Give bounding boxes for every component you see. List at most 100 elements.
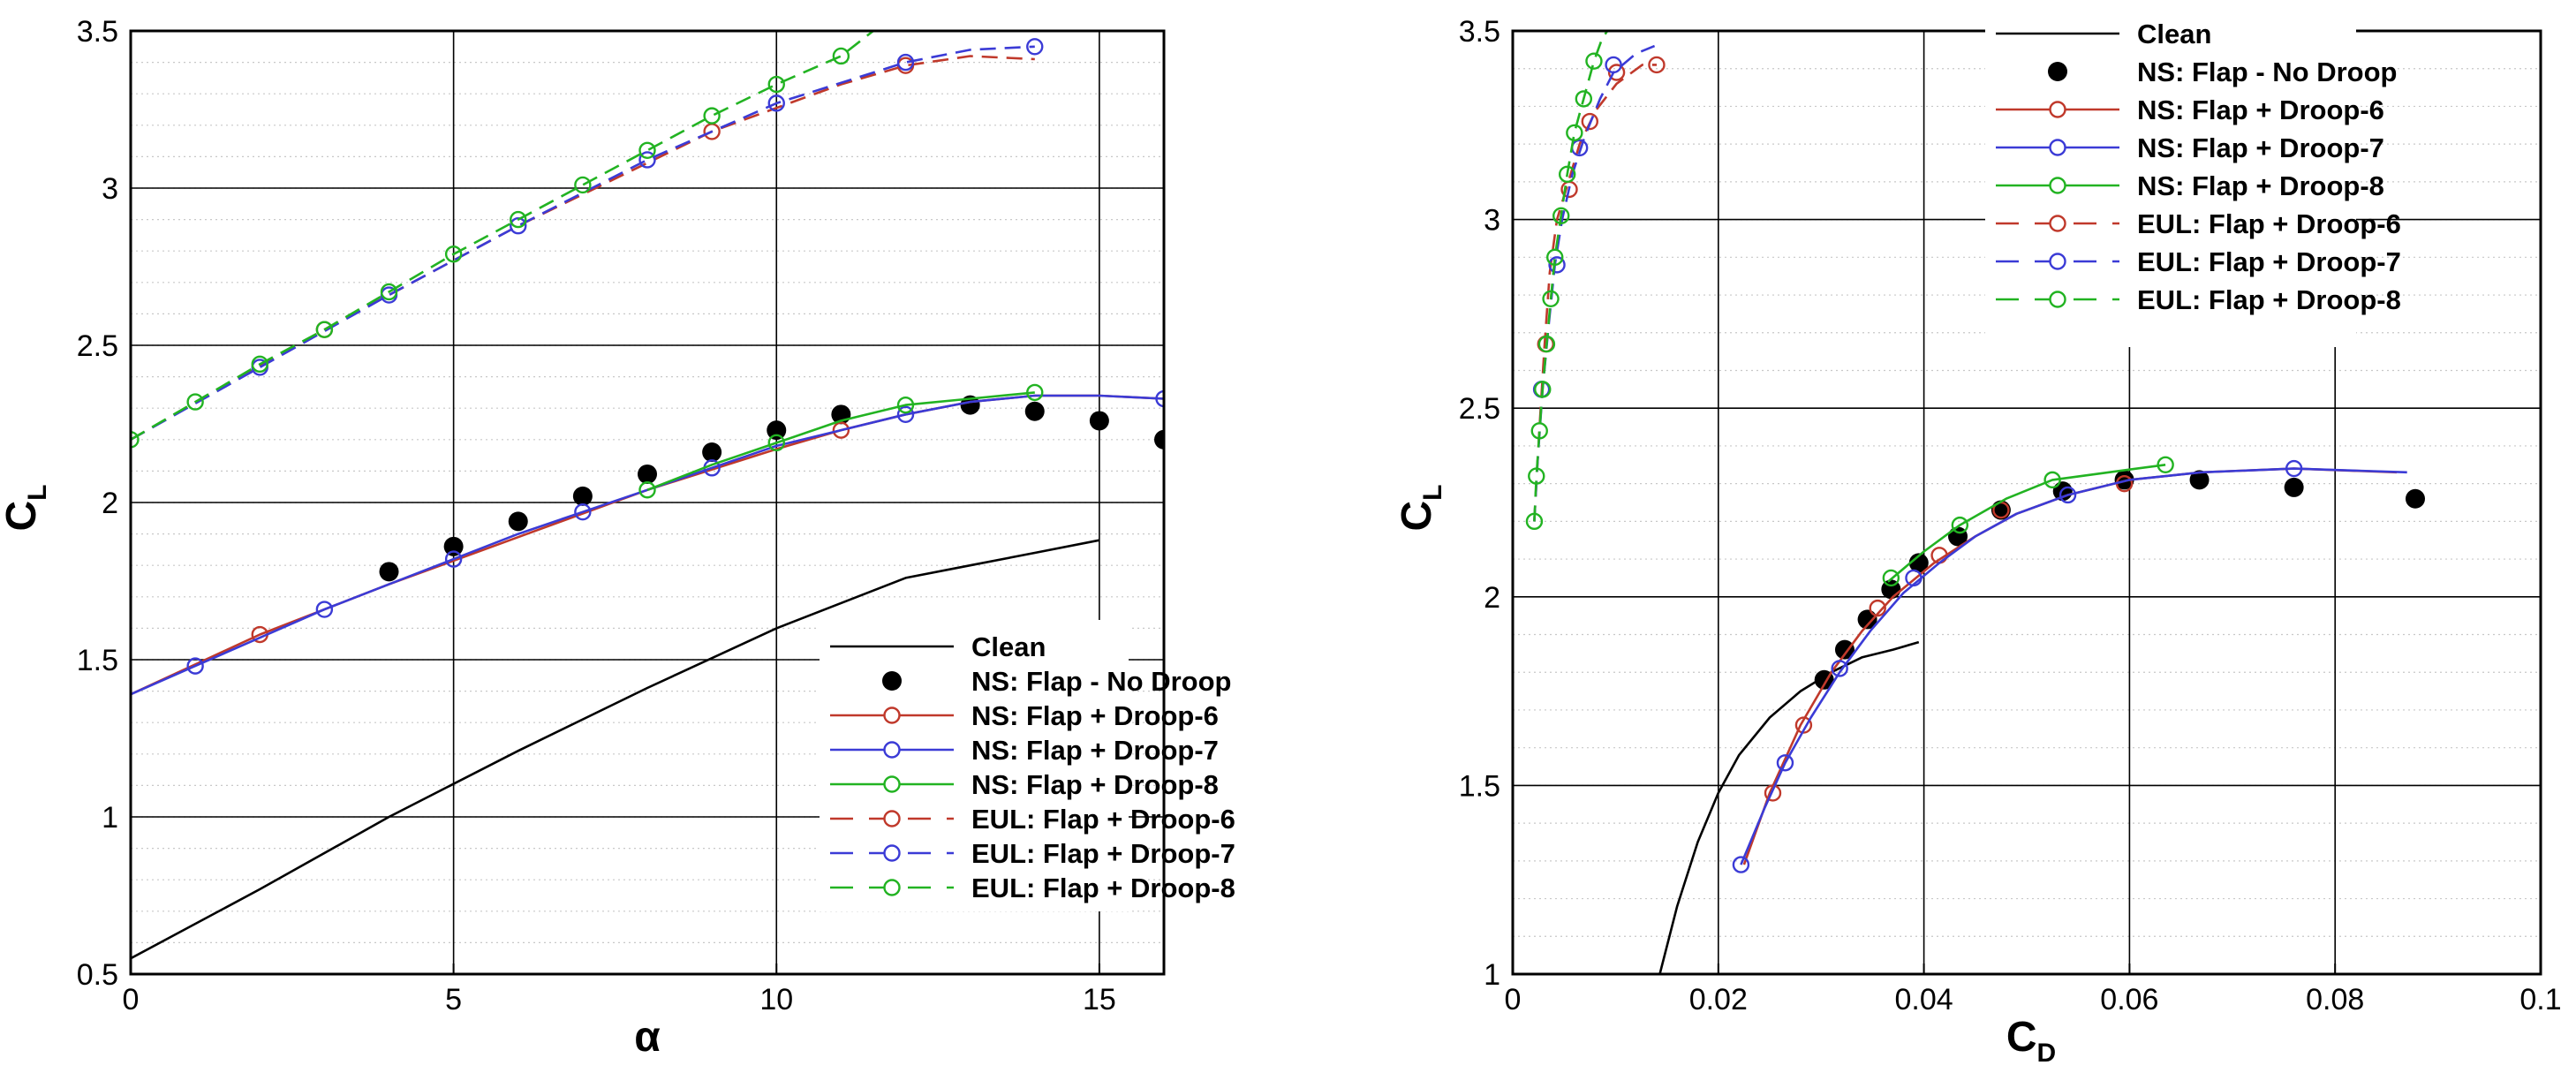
series-clean xyxy=(1658,640,1920,974)
data-point xyxy=(2157,456,2174,473)
x-tick-label: 0.06 xyxy=(2100,983,2158,1016)
y-axis-label-sub: L xyxy=(23,485,52,501)
x-axis-label: α xyxy=(634,1014,661,1061)
y-axis-label: CL xyxy=(0,485,52,532)
y-tick-label: 1 xyxy=(1484,958,1500,992)
data-point xyxy=(1905,569,1923,587)
data-point xyxy=(1026,383,1044,402)
y-tick-label: 1 xyxy=(102,801,118,835)
series-eul-flap-droop-8 xyxy=(131,29,874,449)
data-point xyxy=(2189,470,2210,490)
legend-label: EUL: Flap + Droop-8 xyxy=(2137,284,2401,315)
series-line xyxy=(1533,44,1656,522)
data-point xyxy=(1834,639,1855,660)
legend-marker xyxy=(883,879,901,896)
series-line xyxy=(1533,30,1609,522)
series-eul-flap-droop-6 xyxy=(1533,56,1666,522)
data-point xyxy=(315,601,334,618)
data-point xyxy=(1732,856,1750,873)
legend-entry: NS: Flap + Droop-6 xyxy=(1996,94,2384,125)
legend-entry: NS: Flap + Droop-7 xyxy=(830,735,1219,766)
series-line xyxy=(646,391,1035,492)
legend-entry: EUL: Flap + Droop-6 xyxy=(1996,208,2401,239)
legend-marker xyxy=(883,775,901,793)
data-point xyxy=(510,210,527,229)
legend-label: EUL: Flap + Droop-8 xyxy=(971,873,1235,903)
plot-area xyxy=(131,29,1164,960)
legend-label: Clean xyxy=(971,631,1046,662)
data-point xyxy=(186,657,204,675)
legend-entry: EUL: Flap + Droop-7 xyxy=(1996,246,2401,277)
legend-marker xyxy=(2049,215,2066,232)
legend-label: Clean xyxy=(2137,19,2211,49)
data-point xyxy=(2114,470,2134,490)
legend-marker xyxy=(2049,291,2066,308)
legend-entry: NS: Flap + Droop-6 xyxy=(830,700,1219,731)
legend-marker xyxy=(883,741,901,759)
legend-entry: NS: Flap + Droop-7 xyxy=(1996,132,2384,163)
data-point xyxy=(572,486,593,506)
data-point xyxy=(767,420,787,441)
data-point xyxy=(444,246,463,263)
legend-label: EUL: Flap + Droop-6 xyxy=(2137,208,2401,239)
data-point xyxy=(1552,207,1570,225)
data-point xyxy=(444,550,463,568)
data-point xyxy=(638,481,656,499)
data-point xyxy=(1537,335,1556,353)
series-line xyxy=(1740,467,2407,865)
y-tick-label: 2 xyxy=(102,487,118,520)
legend-label: EUL: Flap + Droop-7 xyxy=(971,838,1235,869)
y-axis-label-main: C xyxy=(1394,501,1440,532)
series-line xyxy=(131,539,1100,960)
data-point xyxy=(832,47,850,65)
y-tick-label: 2 xyxy=(1484,581,1500,615)
x-tick-label: 10 xyxy=(759,983,793,1016)
data-point xyxy=(315,321,334,338)
legend-marker xyxy=(882,671,902,691)
series-line xyxy=(131,45,1035,441)
data-point xyxy=(1581,112,1599,131)
legend-label: NS: Flap + Droop-7 xyxy=(2137,132,2384,163)
data-point xyxy=(896,405,915,424)
series-line xyxy=(1658,640,1920,974)
plot-area xyxy=(1525,30,2425,974)
y-tick-label: 3.5 xyxy=(1459,15,1500,49)
y-axis-label-sub: L xyxy=(1418,485,1447,501)
data-point xyxy=(1908,553,1929,573)
data-point xyxy=(443,536,464,556)
legend-entry: NS: Flap + Droop-8 xyxy=(830,769,1219,800)
data-point xyxy=(638,151,656,169)
data-point xyxy=(380,283,398,301)
y-axis-label-main: C xyxy=(0,501,45,532)
data-point xyxy=(1542,290,1560,308)
x-axis-label-sub: D xyxy=(2037,1039,2057,1068)
legend-marker xyxy=(2049,101,2066,118)
legend-entry: Clean xyxy=(1996,19,2211,49)
data-point xyxy=(1648,56,1666,74)
legend-entry: NS: Flap - No Droop xyxy=(2048,57,2397,87)
data-point xyxy=(131,431,140,449)
data-point xyxy=(1546,248,1564,267)
legend-background xyxy=(820,620,1129,911)
data-point xyxy=(1528,467,1545,485)
chart-cl-vs-cd: 0 0.02 0.04 0.06 0.08 0.111.522.533.5CLCDClea… xyxy=(1394,7,2562,1068)
data-point xyxy=(1026,38,1044,56)
y-tick-label: 1.5 xyxy=(77,644,118,677)
x-axis-label: CD xyxy=(2006,1014,2056,1068)
data-point xyxy=(1155,389,1164,408)
data-point xyxy=(767,75,785,94)
y-tick-label: 3 xyxy=(102,172,118,206)
legend-label: NS: Flap + Droop-7 xyxy=(971,735,1219,766)
data-point xyxy=(832,421,850,439)
data-point xyxy=(1869,599,1886,617)
data-point xyxy=(1154,429,1164,450)
data-point xyxy=(1548,256,1566,274)
data-point xyxy=(896,53,915,72)
series-ns-flap-droop-8 xyxy=(638,383,1044,499)
legend: Clean NS: Flap - No Droop NS: Flap + Droop… xyxy=(1985,7,2401,347)
legend-label: NS: Flap - No Droop xyxy=(971,666,1231,697)
x-tick-label: 0.1 xyxy=(2519,983,2561,1016)
legend-marker xyxy=(2048,62,2067,81)
